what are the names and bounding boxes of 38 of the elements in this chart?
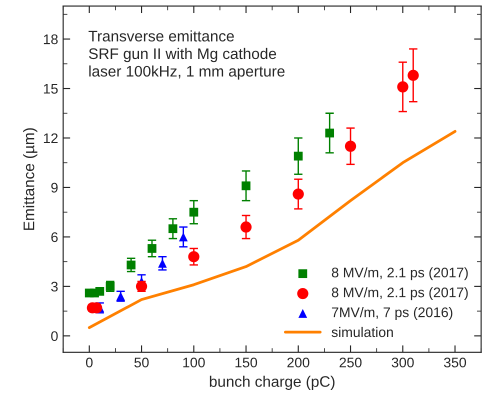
y-tick-label: 15 bbox=[44, 84, 58, 94]
point bbox=[325, 128, 334, 138]
y-tick-label: 18 bbox=[44, 34, 58, 44]
point bbox=[242, 181, 250, 190]
y-tick-label: 0 bbox=[51, 331, 58, 342]
point bbox=[126, 260, 136, 270]
point bbox=[178, 232, 188, 242]
y-tick-label: 6 bbox=[51, 232, 58, 242]
legend-label: 8 MV/m, 2.1 ps (2017) bbox=[332, 287, 468, 300]
x-tick-label: 100 bbox=[183, 358, 205, 368]
y-tick-label: 9 bbox=[51, 182, 58, 193]
x-tick-label: 250 bbox=[340, 358, 362, 368]
point bbox=[344, 140, 356, 152]
x-tick-label: 300 bbox=[392, 358, 414, 368]
y-axis-title: Emittance (µm) bbox=[23, 128, 38, 230]
legend-label: simulation bbox=[332, 326, 393, 338]
y-tick-label: 3 bbox=[51, 282, 58, 292]
point bbox=[408, 70, 419, 81]
x-tick-label: 200 bbox=[287, 358, 310, 368]
point bbox=[188, 251, 200, 262]
annotation: Transverse emittance SRF gun II with Mg cathode laser 100kHz, 1 mm aperture bbox=[88, 30, 285, 80]
point bbox=[240, 221, 252, 233]
point bbox=[148, 244, 156, 253]
legend-label: 7MV/m, 7 ps (2016) bbox=[332, 307, 452, 320]
x-tick-label: 150 bbox=[236, 358, 258, 368]
x-tick-label: 350 bbox=[444, 358, 466, 368]
point bbox=[95, 286, 104, 296]
point bbox=[168, 224, 178, 234]
x-tick-label: 50 bbox=[134, 358, 149, 368]
legend-label: 8 MV/m, 2.1 ps (2017) bbox=[332, 267, 468, 280]
y-tick-label: 12 bbox=[44, 133, 58, 144]
x-tick-label: 0 bbox=[86, 358, 93, 368]
point bbox=[189, 208, 198, 217]
point bbox=[294, 152, 303, 161]
x-axis-title: bunch charge (pC) bbox=[210, 376, 334, 390]
point bbox=[158, 258, 167, 268]
point bbox=[292, 188, 304, 200]
point bbox=[397, 81, 408, 92]
